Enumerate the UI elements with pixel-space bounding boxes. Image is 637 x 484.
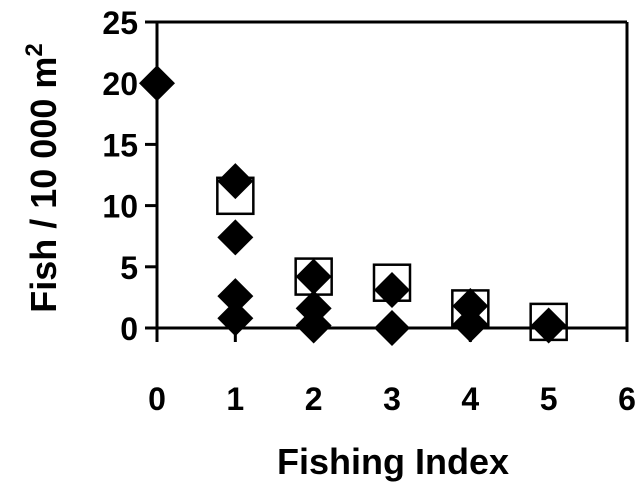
diamond-marker [374, 272, 410, 309]
tick-labels: 0 1 2 3 4 5 6 0 5 10 15 20 25 [102, 5, 635, 417]
x-tick-label: 1 [226, 381, 244, 417]
diamond-marker [452, 287, 489, 324]
y-tick-label: 10 [102, 189, 138, 225]
x-tick-label: 5 [540, 381, 558, 417]
x-tick-label: 6 [618, 381, 636, 417]
y-tick-label: 20 [102, 66, 138, 102]
x-axis-title: Fishing Index [277, 441, 509, 482]
diamond-marker [217, 219, 254, 256]
y-tick-label: 15 [102, 127, 138, 163]
y-axis-title-main: Fish / 10 000 m [23, 57, 64, 313]
diamond-marker [452, 306, 489, 343]
x-tick-label: 2 [305, 381, 323, 417]
diamond-markers [139, 65, 567, 346]
y-axis-title: Fish / 10 000 m2 [21, 43, 64, 313]
diamond-marker [217, 300, 254, 337]
y-tick-label: 25 [102, 5, 138, 41]
diamond-marker [295, 258, 332, 295]
y-tick-label: 0 [120, 311, 138, 347]
x-tick-label: 3 [383, 381, 401, 417]
x-tick-label: 0 [148, 381, 166, 417]
x-tick-label: 4 [461, 381, 479, 417]
diamond-marker [530, 307, 567, 344]
y-tick-label: 5 [120, 250, 138, 286]
diamond-marker [217, 163, 254, 200]
diamond-marker [374, 310, 410, 346]
y-axis-title-superscript: 2 [21, 43, 48, 56]
diamond-marker [217, 278, 254, 315]
diamond-marker [295, 307, 332, 344]
diamond-marker [139, 65, 175, 102]
